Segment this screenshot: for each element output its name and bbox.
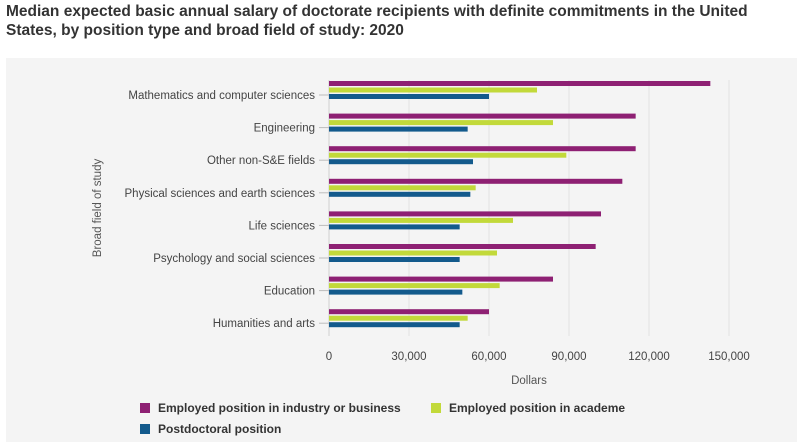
- y-tick-label: Mathematics and computer sciences: [128, 90, 315, 102]
- x-tick-label: 90,000: [551, 351, 586, 363]
- y-tick-label: Physical sciences and earth sciences: [125, 188, 316, 200]
- x-tick-label: 120,000: [628, 351, 670, 363]
- y-tick-label: Education: [264, 286, 315, 298]
- bar: [329, 257, 460, 262]
- bar: [329, 191, 471, 197]
- bar: [329, 94, 489, 99]
- y-tick-label: Life sciences: [249, 220, 316, 232]
- legend-label: Postdoctoral position: [158, 422, 282, 436]
- bar: [329, 315, 468, 321]
- bar: [329, 126, 468, 132]
- bar: [329, 146, 636, 152]
- bar: [329, 276, 553, 282]
- y-tick-label: Psychology and social sciences: [153, 253, 315, 265]
- legend-swatch: [140, 403, 150, 413]
- x-tick-label: 150,000: [708, 351, 750, 363]
- bar: [329, 87, 537, 93]
- bar: [329, 289, 463, 295]
- bar: [329, 81, 711, 86]
- bar: [329, 244, 596, 249]
- bar: [329, 120, 553, 126]
- legend-swatch: [140, 424, 150, 434]
- legend-label: Employed position in industry or busines…: [158, 401, 401, 415]
- legend-item[interactable]: Employed position in industry or busines…: [140, 401, 401, 415]
- bar: [329, 113, 636, 119]
- chart-title: Median expected basic annual salary of d…: [6, 3, 748, 39]
- y-tick-label: Engineering: [254, 123, 315, 135]
- bar: [329, 283, 500, 289]
- x-axis-label: Dollars: [511, 375, 547, 387]
- y-axis-label: Broad field of study: [92, 159, 104, 258]
- bar: [329, 159, 473, 165]
- bar: [329, 211, 601, 217]
- bar: [329, 185, 476, 191]
- legend-label: Employed position in academe: [449, 401, 626, 415]
- bar: [329, 322, 460, 328]
- bar: [329, 152, 567, 158]
- y-tick-label: Other non-S&E fields: [207, 155, 315, 167]
- legend-item[interactable]: Postdoctoral position: [140, 422, 281, 436]
- legend-swatch: [431, 403, 441, 413]
- x-tick-label: 60,000: [471, 351, 506, 363]
- bar: [329, 178, 623, 184]
- x-tick-label: 30,000: [391, 351, 426, 363]
- bar: [329, 217, 513, 223]
- legend-item[interactable]: Employed position in academe: [431, 401, 625, 415]
- bar: [329, 309, 489, 315]
- bar: [329, 250, 497, 256]
- x-tick-label: 0: [326, 351, 332, 363]
- bar: [329, 224, 460, 230]
- y-tick-label: Humanities and arts: [213, 318, 316, 330]
